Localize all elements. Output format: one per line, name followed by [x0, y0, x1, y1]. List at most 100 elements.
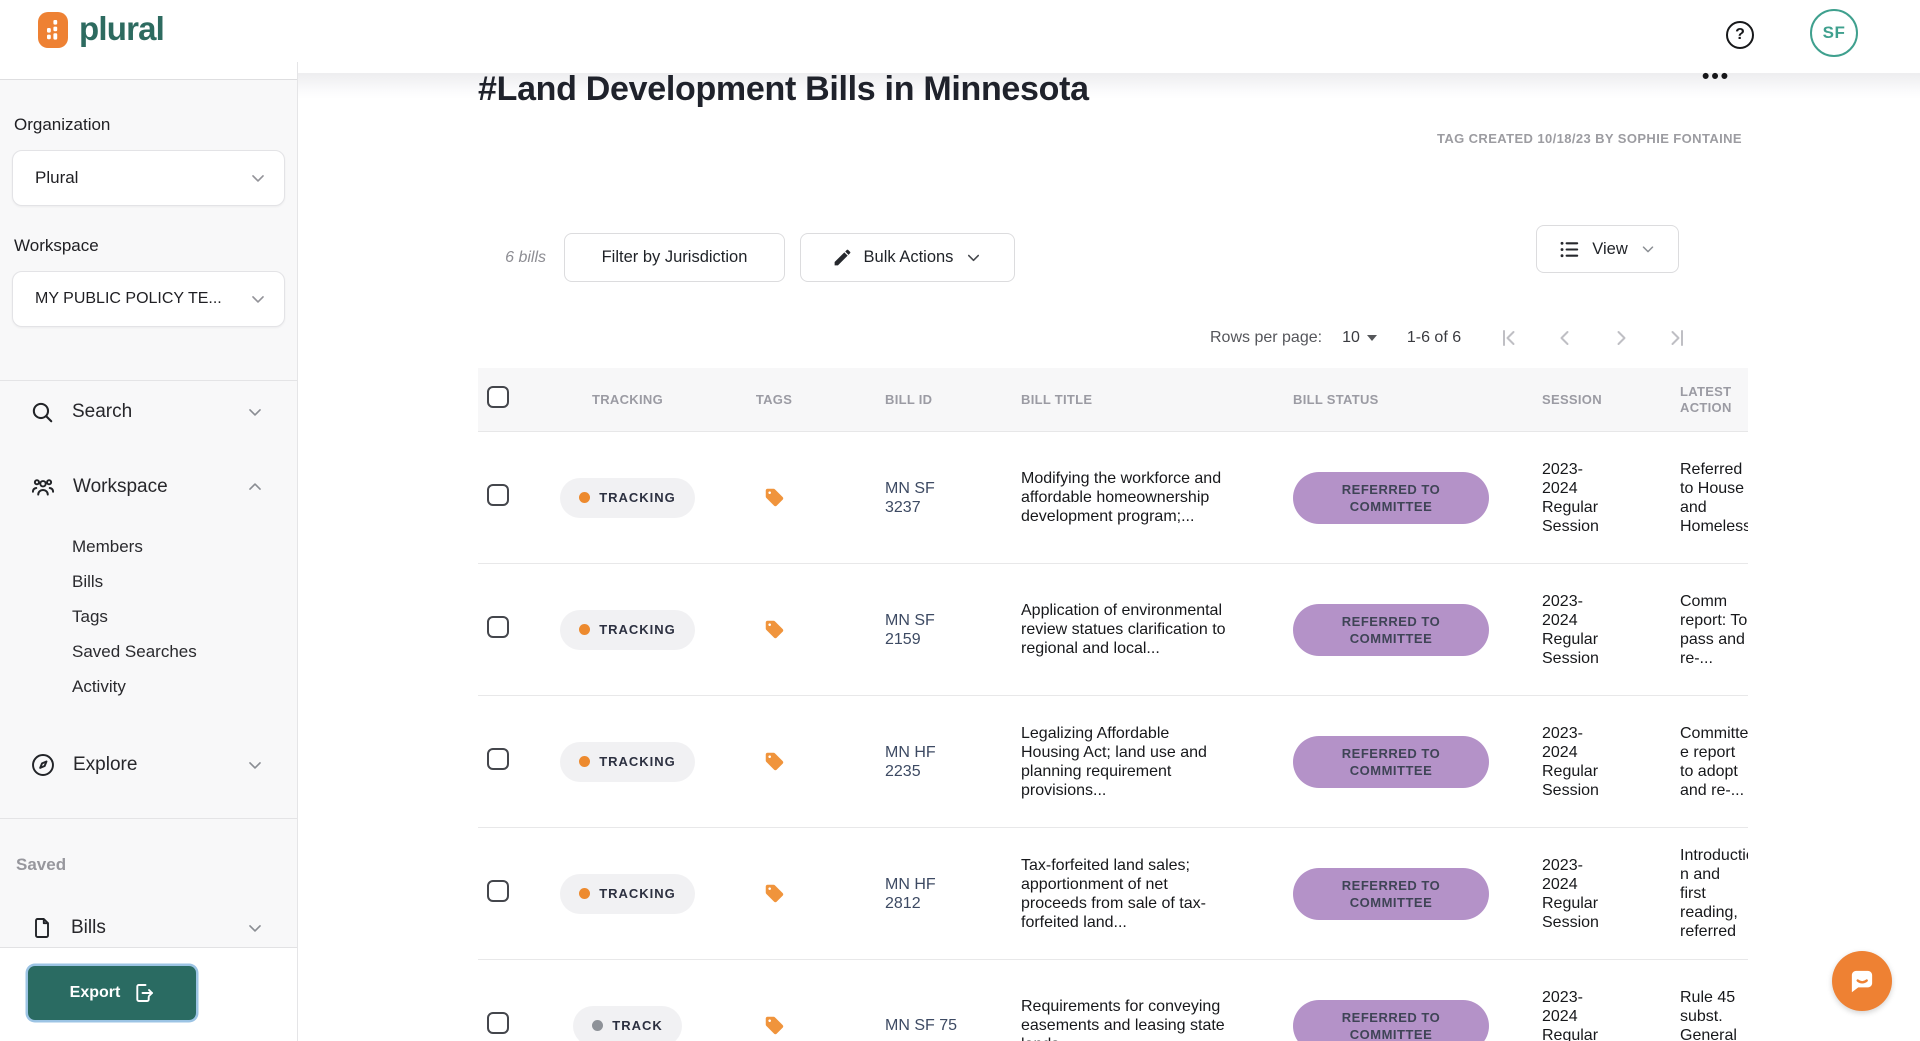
help-icon[interactable]: ?: [1726, 21, 1754, 49]
export-button-label: Export: [69, 984, 121, 1001]
avatar[interactable]: SF: [1810, 9, 1858, 57]
column-header-tags: TAGS: [755, 391, 793, 407]
rows-per-page-select[interactable]: 10: [1342, 329, 1377, 347]
table-row: TRACKING MN HF 2235 Legalizing Affordabl…: [478, 696, 1748, 828]
column-header-tracking: TRACKING: [591, 391, 663, 407]
search-icon: [32, 402, 53, 422]
tracking-status-dot: [579, 624, 591, 635]
brand-wordmark: plural: [79, 9, 165, 47]
sidebar-item-saved-searches[interactable]: Saved Searches: [72, 642, 197, 661]
chevron-down-icon: [968, 254, 980, 262]
tag-icon[interactable]: [764, 619, 785, 640]
workspace-label: Workspace: [14, 236, 99, 255]
tracking-status-dot: [592, 1020, 604, 1031]
column-header-session: SESSION: [1542, 391, 1602, 407]
sidebar-panel: [0, 79, 297, 948]
pencil-icon: [834, 249, 850, 266]
sidebar-item-search[interactable]: Search: [0, 387, 297, 437]
bill-status-badge: REFERRED TO COMMITTEE: [1293, 603, 1489, 656]
tracking-toggle[interactable]: TRACK: [573, 1005, 682, 1041]
view-button[interactable]: View: [1536, 225, 1679, 273]
tracking-label: TRACK: [612, 1018, 663, 1033]
latest-action-cell: Committe e report to adopt and re-...: [1680, 724, 1748, 799]
table-row: TRACKING MN SF 2159 Application of envir…: [478, 564, 1748, 696]
session-cell: 2023- 2024 Regular Session: [1542, 460, 1599, 535]
filter-by-jurisdiction-button[interactable]: Filter by Jurisdiction: [564, 233, 785, 282]
workspace-select[interactable]: MY PUBLIC POLICY TE...: [12, 271, 285, 327]
tracking-toggle[interactable]: TRACKING: [560, 609, 695, 650]
pagination-bar: Rows per page: 10 1-6 of 6: [1210, 322, 1689, 354]
view-button-label: View: [1592, 239, 1628, 258]
sidebar-item-saved-bills[interactable]: Bills: [0, 903, 297, 953]
organization-select[interactable]: Plural: [12, 150, 285, 206]
sidebar-divider: [0, 380, 297, 381]
sidebar-item-workspace[interactable]: Workspace: [0, 462, 297, 512]
tag-icon[interactable]: [764, 751, 785, 772]
chevron-down-icon: [252, 175, 264, 182]
bulk-actions-button[interactable]: Bulk Actions: [800, 233, 1015, 282]
sidebar-item-label: Bills: [71, 917, 106, 938]
latest-action-cell: Introductio n and first reading, referre…: [1680, 847, 1748, 940]
sidebar-item-activity[interactable]: Activity: [72, 677, 126, 696]
tracking-toggle[interactable]: TRACKING: [560, 873, 695, 914]
sidebar: Organization Plural Workspace MY PUBLIC …: [0, 62, 298, 1041]
row-checkbox[interactable]: [487, 1012, 509, 1034]
bill-title: Tax-forfeited land sales; apportionment …: [1021, 856, 1206, 931]
bulk-actions-label: Bulk Actions: [863, 248, 954, 266]
previous-page-button[interactable]: [1553, 326, 1577, 350]
plural-logo[interactable]: plural: [37, 9, 165, 49]
last-page-button[interactable]: [1665, 326, 1689, 350]
first-page-button[interactable]: [1497, 326, 1521, 350]
help-glyph: ?: [1735, 26, 1745, 43]
workspace-subnav: Members Bills Tags Saved Searches Activi…: [72, 532, 197, 707]
bills-table: TRACKING TAGS BILL ID BILL TITLE BILL ST…: [478, 368, 1748, 1041]
next-page-button[interactable]: [1609, 326, 1633, 350]
bill-status-badge: REFERRED TO COMMITTEE: [1293, 735, 1489, 788]
page-title: #Land Development Bills in Minnesota: [478, 70, 1089, 108]
export-button[interactable]: Export: [28, 966, 196, 1020]
bill-status-badge: REFERRED TO COMMITTEE: [1293, 471, 1489, 524]
row-checkbox[interactable]: [487, 880, 509, 902]
tracking-toggle[interactable]: TRACKING: [560, 477, 695, 518]
tracking-toggle[interactable]: TRACKING: [560, 741, 695, 782]
export-icon: [136, 984, 154, 1002]
saved-section-label: Saved: [16, 855, 67, 874]
organization-label: Organization: [14, 115, 111, 134]
more-options-icon[interactable]: •••: [1702, 65, 1731, 88]
column-header-latest-action: LATEST ACTION: [1680, 383, 1732, 415]
sidebar-item-bills[interactable]: Bills: [72, 572, 104, 591]
bill-id-link[interactable]: MN HF 2812: [885, 875, 936, 912]
column-header-bill-id: BILL ID: [885, 391, 933, 407]
tag-icon[interactable]: [764, 1015, 785, 1036]
sidebar-item-tags[interactable]: Tags: [72, 607, 108, 626]
select-all-checkbox[interactable]: [487, 386, 509, 408]
bill-id-link[interactable]: MN HF 2235: [885, 743, 936, 780]
row-checkbox[interactable]: [487, 748, 509, 770]
tracking-label: TRACKING: [599, 622, 676, 637]
bill-count: 6 bills: [505, 249, 546, 266]
tag-icon[interactable]: [764, 487, 785, 508]
chat-bubble-icon: [1851, 970, 1873, 993]
bill-id-link[interactable]: MN SF 75: [885, 1017, 958, 1034]
row-checkbox[interactable]: [487, 484, 509, 506]
tag-icon[interactable]: [764, 883, 785, 904]
row-checkbox[interactable]: [487, 616, 509, 638]
tracking-status-dot: [579, 492, 591, 503]
chat-widget-button[interactable]: [1832, 951, 1892, 1011]
chevron-down-icon: [249, 409, 261, 416]
session-cell: 2023- 2024 Regular Session: [1542, 724, 1599, 799]
people-icon: [31, 479, 55, 496]
bill-id-link[interactable]: MN SF 3237: [885, 479, 935, 516]
sidebar-item-members[interactable]: Members: [72, 537, 143, 556]
sidebar-item-label: Workspace: [73, 476, 168, 497]
tracking-status-dot: [579, 888, 591, 899]
chevron-down-icon: [249, 762, 261, 769]
tag-created-subtitle: TAG CREATED 10/18/23 BY SOPHIE FONTAINE: [1436, 131, 1742, 146]
bill-id-link[interactable]: MN SF 2159: [885, 611, 935, 648]
column-header-bill-title: BILL TITLE: [1021, 391, 1093, 407]
sidebar-item-explore[interactable]: Explore: [0, 740, 297, 790]
list-view-icon: [1560, 241, 1579, 257]
table-row: TRACK MN SF 75 Requirements for conveyin…: [478, 960, 1748, 1041]
rows-per-page-label: Rows per page:: [1210, 329, 1323, 346]
avatar-initials: SF: [1822, 23, 1846, 42]
